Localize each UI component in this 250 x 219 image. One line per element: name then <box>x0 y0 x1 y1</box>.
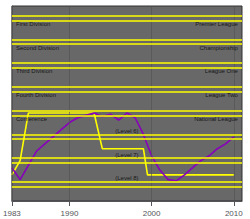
svg-text:League Two: League Two <box>205 92 238 98</box>
svg-text:League One: League One <box>205 68 239 74</box>
svg-text:Second Division: Second Division <box>16 45 59 51</box>
svg-text:(Level 8): (Level 8) <box>115 175 138 181</box>
svg-text:(Level 7): (Level 7) <box>115 152 138 158</box>
svg-text:1983: 1983 <box>3 209 21 218</box>
svg-text:1990: 1990 <box>61 209 79 218</box>
svg-text:Premier League: Premier League <box>195 21 238 27</box>
svg-text:Championship: Championship <box>200 45 239 51</box>
svg-text:2010: 2010 <box>225 209 243 218</box>
svg-text:National League: National League <box>194 116 238 122</box>
svg-text:Conference: Conference <box>16 116 48 122</box>
svg-text:(Level 6): (Level 6) <box>115 128 138 134</box>
svg-text:First Division: First Division <box>16 21 50 27</box>
svg-text:Fourth Division: Fourth Division <box>16 92 56 98</box>
svg-text:Third Division: Third Division <box>16 68 52 74</box>
svg-text:2000: 2000 <box>143 209 161 218</box>
